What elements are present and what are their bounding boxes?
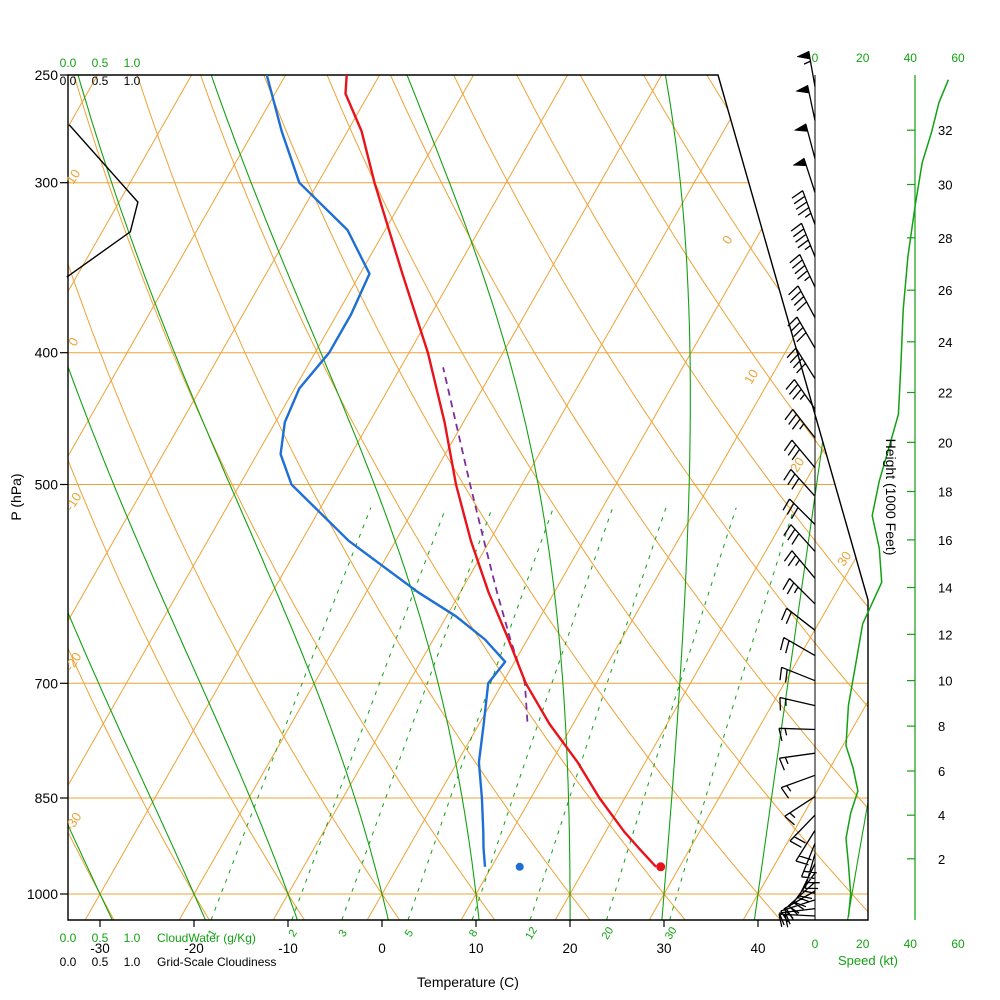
- speed-tick-bottom: 20: [856, 937, 870, 951]
- speed-axis: 0 0 20 20 40 40 60 60 Speed (kt): [812, 51, 965, 968]
- temp-tick-label: -10: [278, 941, 298, 956]
- aux-black-curve: [66, 124, 139, 278]
- svg-text:10: 10: [63, 167, 83, 187]
- surface-dewpoint-dot: [515, 862, 524, 871]
- temp-tick-label: 30: [656, 941, 671, 956]
- cloudwater-scale-bottom: 0.0: [60, 931, 77, 945]
- cloudwater-scale-bottom: 1.0: [124, 931, 141, 945]
- wind-barb-flags: [792, 50, 811, 167]
- svg-text:20: 20: [600, 925, 617, 942]
- surface-temp-dot: [656, 862, 666, 872]
- height-tick-label: 4: [938, 808, 945, 823]
- speed-tick-bottom: 60: [951, 937, 965, 951]
- height-tick-label: 20: [938, 435, 952, 450]
- pressure-axis-title: P (hPa): [8, 473, 24, 520]
- svg-text:30: 30: [834, 549, 854, 569]
- pressure-tick-label: 250: [35, 67, 59, 83]
- plot-border: [67, 74, 869, 921]
- parcel-path-curve: [442, 367, 529, 722]
- speed-axis-title: Speed (kt): [838, 953, 898, 968]
- height-tick-label: 12: [938, 627, 952, 642]
- speed-tick-top: 20: [856, 51, 870, 65]
- speed-tick-top: 40: [904, 51, 918, 65]
- pressure-tick-label: 300: [35, 175, 59, 191]
- height-tick-label: 6: [938, 764, 945, 779]
- height-tick-label: 14: [938, 581, 952, 596]
- height-tick-label: 30: [938, 178, 952, 193]
- svg-text:1: 1: [206, 928, 219, 940]
- temp-tick-label: 20: [562, 941, 577, 956]
- cloudwater-scale-bottom: 0.5: [92, 931, 109, 945]
- pressure-axis: 250 300 400 500 700 850 1000 P (hPa): [8, 67, 68, 902]
- pressure-tick-label: 700: [35, 675, 59, 691]
- pressure-tick-label: 500: [35, 477, 59, 493]
- cloudwater-axis-title: CloudWater (g/Kg): [157, 931, 256, 945]
- cloudwater-scale-top: 0.0: [60, 56, 77, 70]
- cloud-scales: 0.0 0.0 0.5 0.5 1.0 1.0 0.0 0.0 0.5 0.5 1.0 1.0 Clou…: [60, 56, 277, 969]
- wind-barbs: [778, 51, 820, 928]
- cloudwater-scale-top: 0.5: [92, 56, 109, 70]
- mixing-ratio-labels: 1 2 3 5 8 12 20 30: [206, 925, 680, 942]
- height-axis-title: Height (1000 Feet): [883, 439, 899, 556]
- temp-tick-label: 10: [468, 941, 483, 956]
- height-tick-label: 26: [938, 283, 952, 298]
- temperature-axis-title: Temperature (C): [417, 974, 519, 990]
- dry-adiabat-labels: 100-10-20-30: [62, 167, 85, 834]
- cloudiness-scale-bottom: 0.5: [92, 955, 109, 969]
- cloudiness-scale-top: 1.0: [124, 74, 141, 88]
- height-tick-label: 28: [938, 231, 952, 246]
- dewpoint-curve: [265, 74, 507, 867]
- height-tick-label: 18: [938, 485, 952, 500]
- pressure-tick-label: 400: [35, 345, 59, 361]
- speed-tick-top: 0: [812, 51, 819, 65]
- pressure-tick-label: 850: [35, 790, 59, 806]
- cloudiness-scale-bottom: 1.0: [124, 955, 141, 969]
- svg-text:12: 12: [523, 925, 540, 942]
- speed-tick-bottom: 0: [812, 937, 819, 951]
- cloudiness-scale-top: 0.0: [60, 74, 77, 88]
- svg-text:20: 20: [787, 455, 807, 475]
- cloudwater-scale-top: 1.0: [124, 56, 141, 70]
- temp-tick-label: -30: [90, 941, 110, 956]
- temperature-curve: [344, 74, 657, 868]
- cloudiness-scale-top: 0.5: [92, 74, 109, 88]
- svg-text:3: 3: [337, 928, 350, 940]
- height-tick-label: 22: [938, 386, 952, 401]
- svg-text:10: 10: [741, 367, 761, 387]
- cloudiness-axis-title: Grid-Scale Cloudiness: [157, 955, 276, 969]
- temperature-axis: -30 -20 -10 0 10 20 30 40 Temperature (C): [90, 920, 766, 990]
- svg-text:30: 30: [663, 925, 680, 942]
- svg-text:5: 5: [403, 928, 416, 940]
- temp-tick-label: 40: [750, 941, 765, 956]
- cloudiness-scale-bottom: 0.0: [60, 955, 77, 969]
- height-tick-label: 32: [938, 123, 952, 138]
- height-tick-label: 10: [938, 674, 952, 689]
- skewt-grid: [68, 75, 868, 920]
- height-tick-label: 8: [938, 719, 945, 734]
- temp-tick-label: -20: [184, 941, 204, 956]
- height-tick-label: 24: [938, 335, 952, 350]
- svg-text:8: 8: [467, 928, 480, 940]
- pressure-tick-label: 1000: [27, 886, 58, 902]
- svg-text:2: 2: [287, 928, 300, 940]
- speed-tick-top: 60: [951, 51, 965, 65]
- height-tick-label: 16: [938, 533, 952, 548]
- temp-tick-label: 0: [378, 941, 386, 956]
- height-tick-label: 2: [938, 852, 945, 867]
- speed-tick-bottom: 40: [904, 937, 918, 951]
